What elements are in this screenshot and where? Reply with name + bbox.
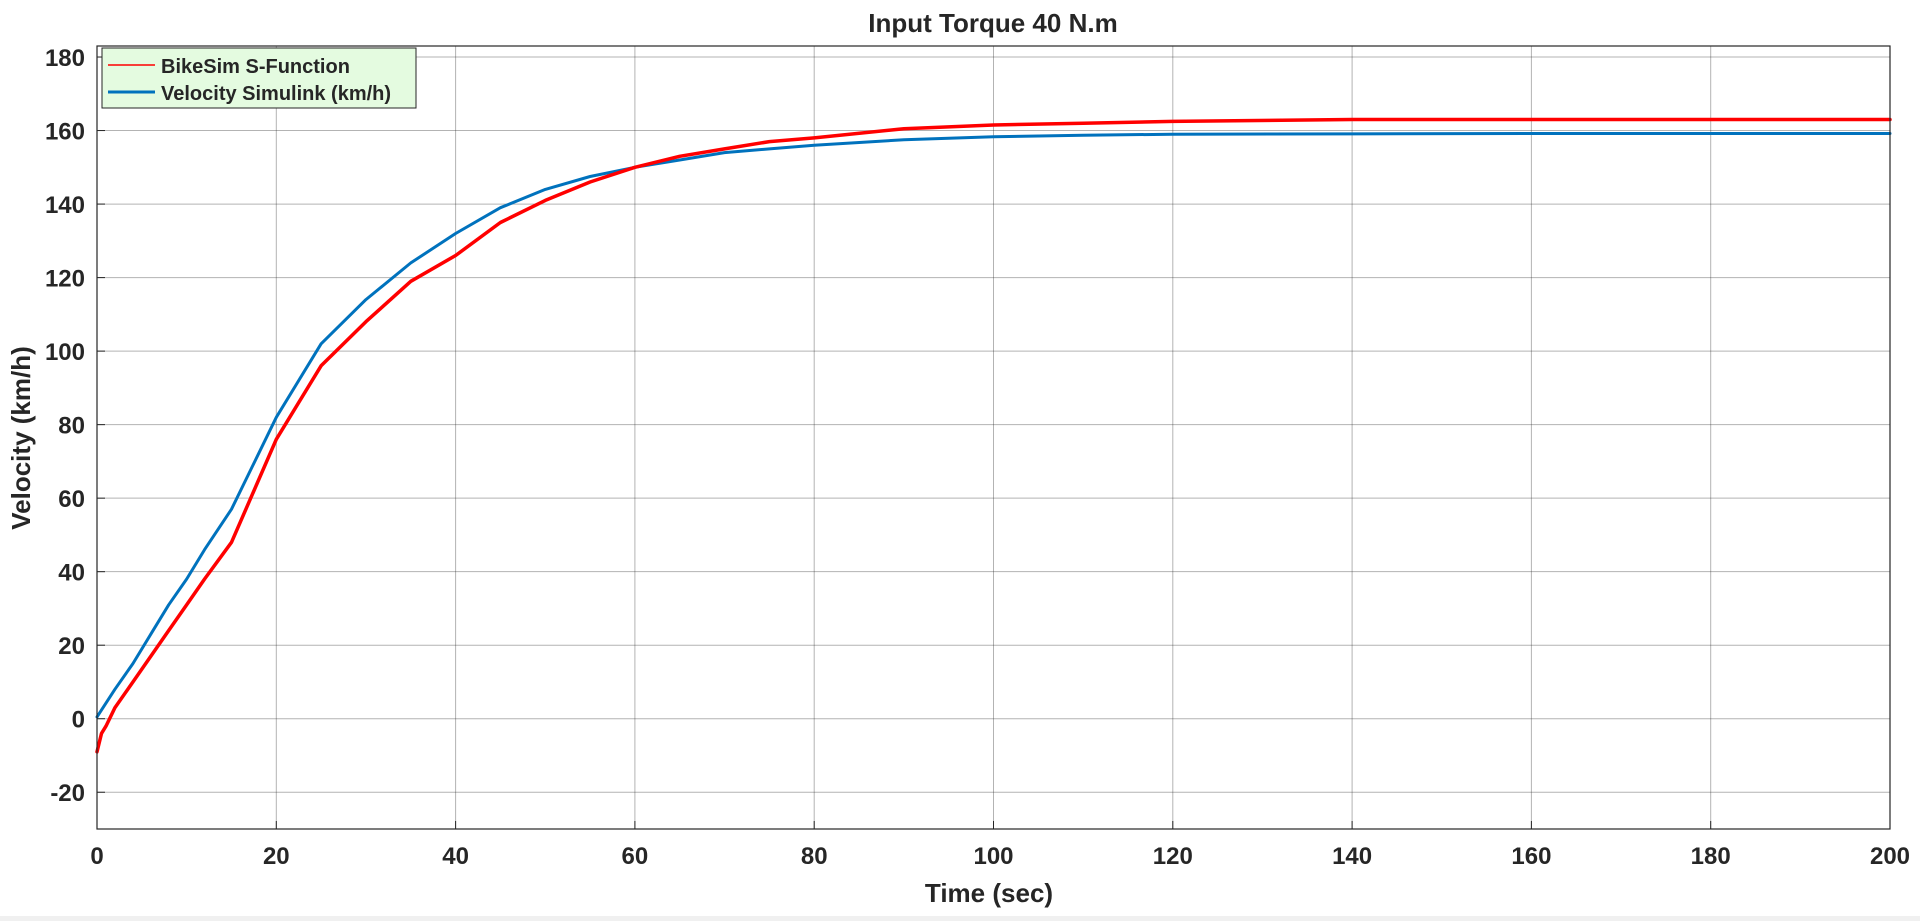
x-tick-label: 180: [1691, 843, 1731, 870]
x-tick-label: 20: [263, 843, 290, 870]
x-tick-label: 160: [1511, 843, 1551, 870]
y-tick-label: 160: [45, 119, 85, 146]
y-tick-label: 20: [58, 633, 85, 660]
x-tick-label: 0: [90, 843, 103, 870]
y-tick-label: -20: [50, 780, 85, 807]
x-tick-label: 200: [1870, 843, 1910, 870]
x-tick-label: 60: [622, 843, 649, 870]
y-tick-label: 0: [72, 707, 85, 734]
y-tick-label: 60: [58, 486, 85, 513]
y-tick-label: 40: [58, 560, 85, 587]
series-line-bikesim: [95, 117, 1892, 754]
tick-labels: 0 20 40 60 80 100 120 140 160 180 200 -20 0 20 40 60 80 1…: [45, 45, 1910, 870]
plot-area: [97, 46, 1890, 829]
legend-label-simulink: Velocity Simulink (km/h): [161, 83, 391, 105]
x-tick-label: 100: [973, 843, 1013, 870]
y-tick-label: 100: [45, 339, 85, 366]
series-line-simulink: [95, 132, 1892, 719]
x-tick-label: 80: [801, 843, 828, 870]
grid-lines: [97, 46, 1890, 829]
x-axis-label: Time (sec): [925, 878, 1053, 908]
x-tick-label: 40: [442, 843, 469, 870]
y-tick-label: 140: [45, 192, 85, 219]
x-tick-label: 140: [1332, 843, 1372, 870]
legend-box: [101, 47, 417, 109]
legend: BikeSim S-Function Velocity Simulink (km…: [101, 47, 417, 109]
chart-title: Input Torque 40 N.m: [868, 8, 1117, 38]
y-tick-label: 120: [45, 266, 85, 293]
y-tick-label: 180: [45, 45, 85, 72]
y-axis-label: Velocity (km/h): [6, 346, 36, 530]
legend-label-bikesim: BikeSim S-Function: [161, 56, 350, 78]
series-lines: [95, 117, 1892, 754]
y-tick-label: 80: [58, 413, 85, 440]
x-tick-label: 120: [1153, 843, 1193, 870]
